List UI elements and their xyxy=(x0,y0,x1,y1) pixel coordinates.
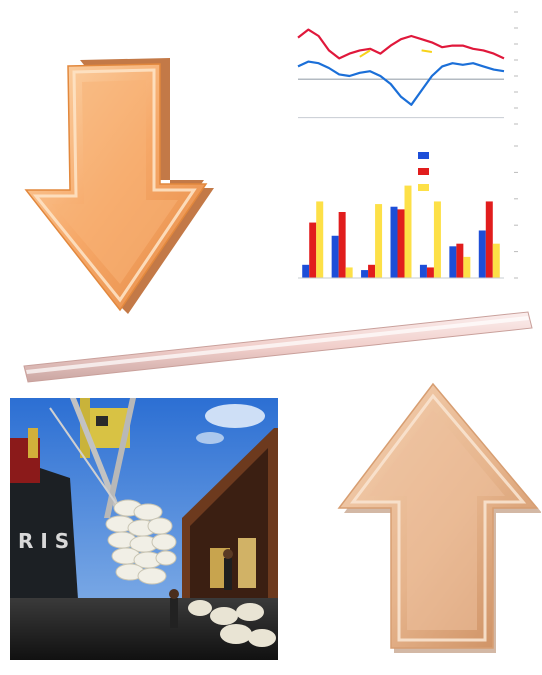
line-chart xyxy=(297,11,518,125)
legend-swatch-1 xyxy=(418,152,429,159)
bar-5-series-1 xyxy=(419,264,427,278)
legend-swatch-3 xyxy=(418,184,429,191)
arrow-down-icon xyxy=(24,58,214,314)
bar-3-series-1 xyxy=(361,270,369,278)
bar-3-series-2 xyxy=(368,264,376,278)
bar-6-series-2 xyxy=(456,243,464,278)
bar-1-series-2 xyxy=(309,222,317,278)
bar-chart xyxy=(298,145,518,279)
svg-text:R I S: R I S xyxy=(18,529,69,553)
bar-7-series-1 xyxy=(478,230,486,278)
bar-1-series-1 xyxy=(302,264,310,278)
bar-4-series-1 xyxy=(390,206,398,278)
bar-5-series-3 xyxy=(433,201,441,278)
bar-6-series-3 xyxy=(463,256,471,278)
bar-1-series-3 xyxy=(316,201,324,278)
port-cargo-photo: R I S xyxy=(10,398,278,660)
bar-5-series-2 xyxy=(426,267,434,278)
divider-bar xyxy=(23,311,533,383)
line-series-2 xyxy=(297,60,505,106)
line-series-3 xyxy=(359,49,433,58)
bar-4-series-2 xyxy=(397,209,405,278)
bar-2-series-3 xyxy=(345,267,353,278)
bar-7-series-2 xyxy=(485,201,493,278)
bar-6-series-1 xyxy=(449,246,457,278)
arrow-up-icon xyxy=(337,382,541,653)
port-cargo-photo-image: R I S xyxy=(10,398,278,660)
bar-2-series-2 xyxy=(338,212,346,278)
line-series-1 xyxy=(297,28,505,60)
bar-3-series-3 xyxy=(375,204,383,278)
bar-4-series-3 xyxy=(404,185,412,278)
legend-swatch-2 xyxy=(418,168,429,175)
bar-7-series-3 xyxy=(492,243,500,278)
bar-2-series-1 xyxy=(331,235,339,278)
